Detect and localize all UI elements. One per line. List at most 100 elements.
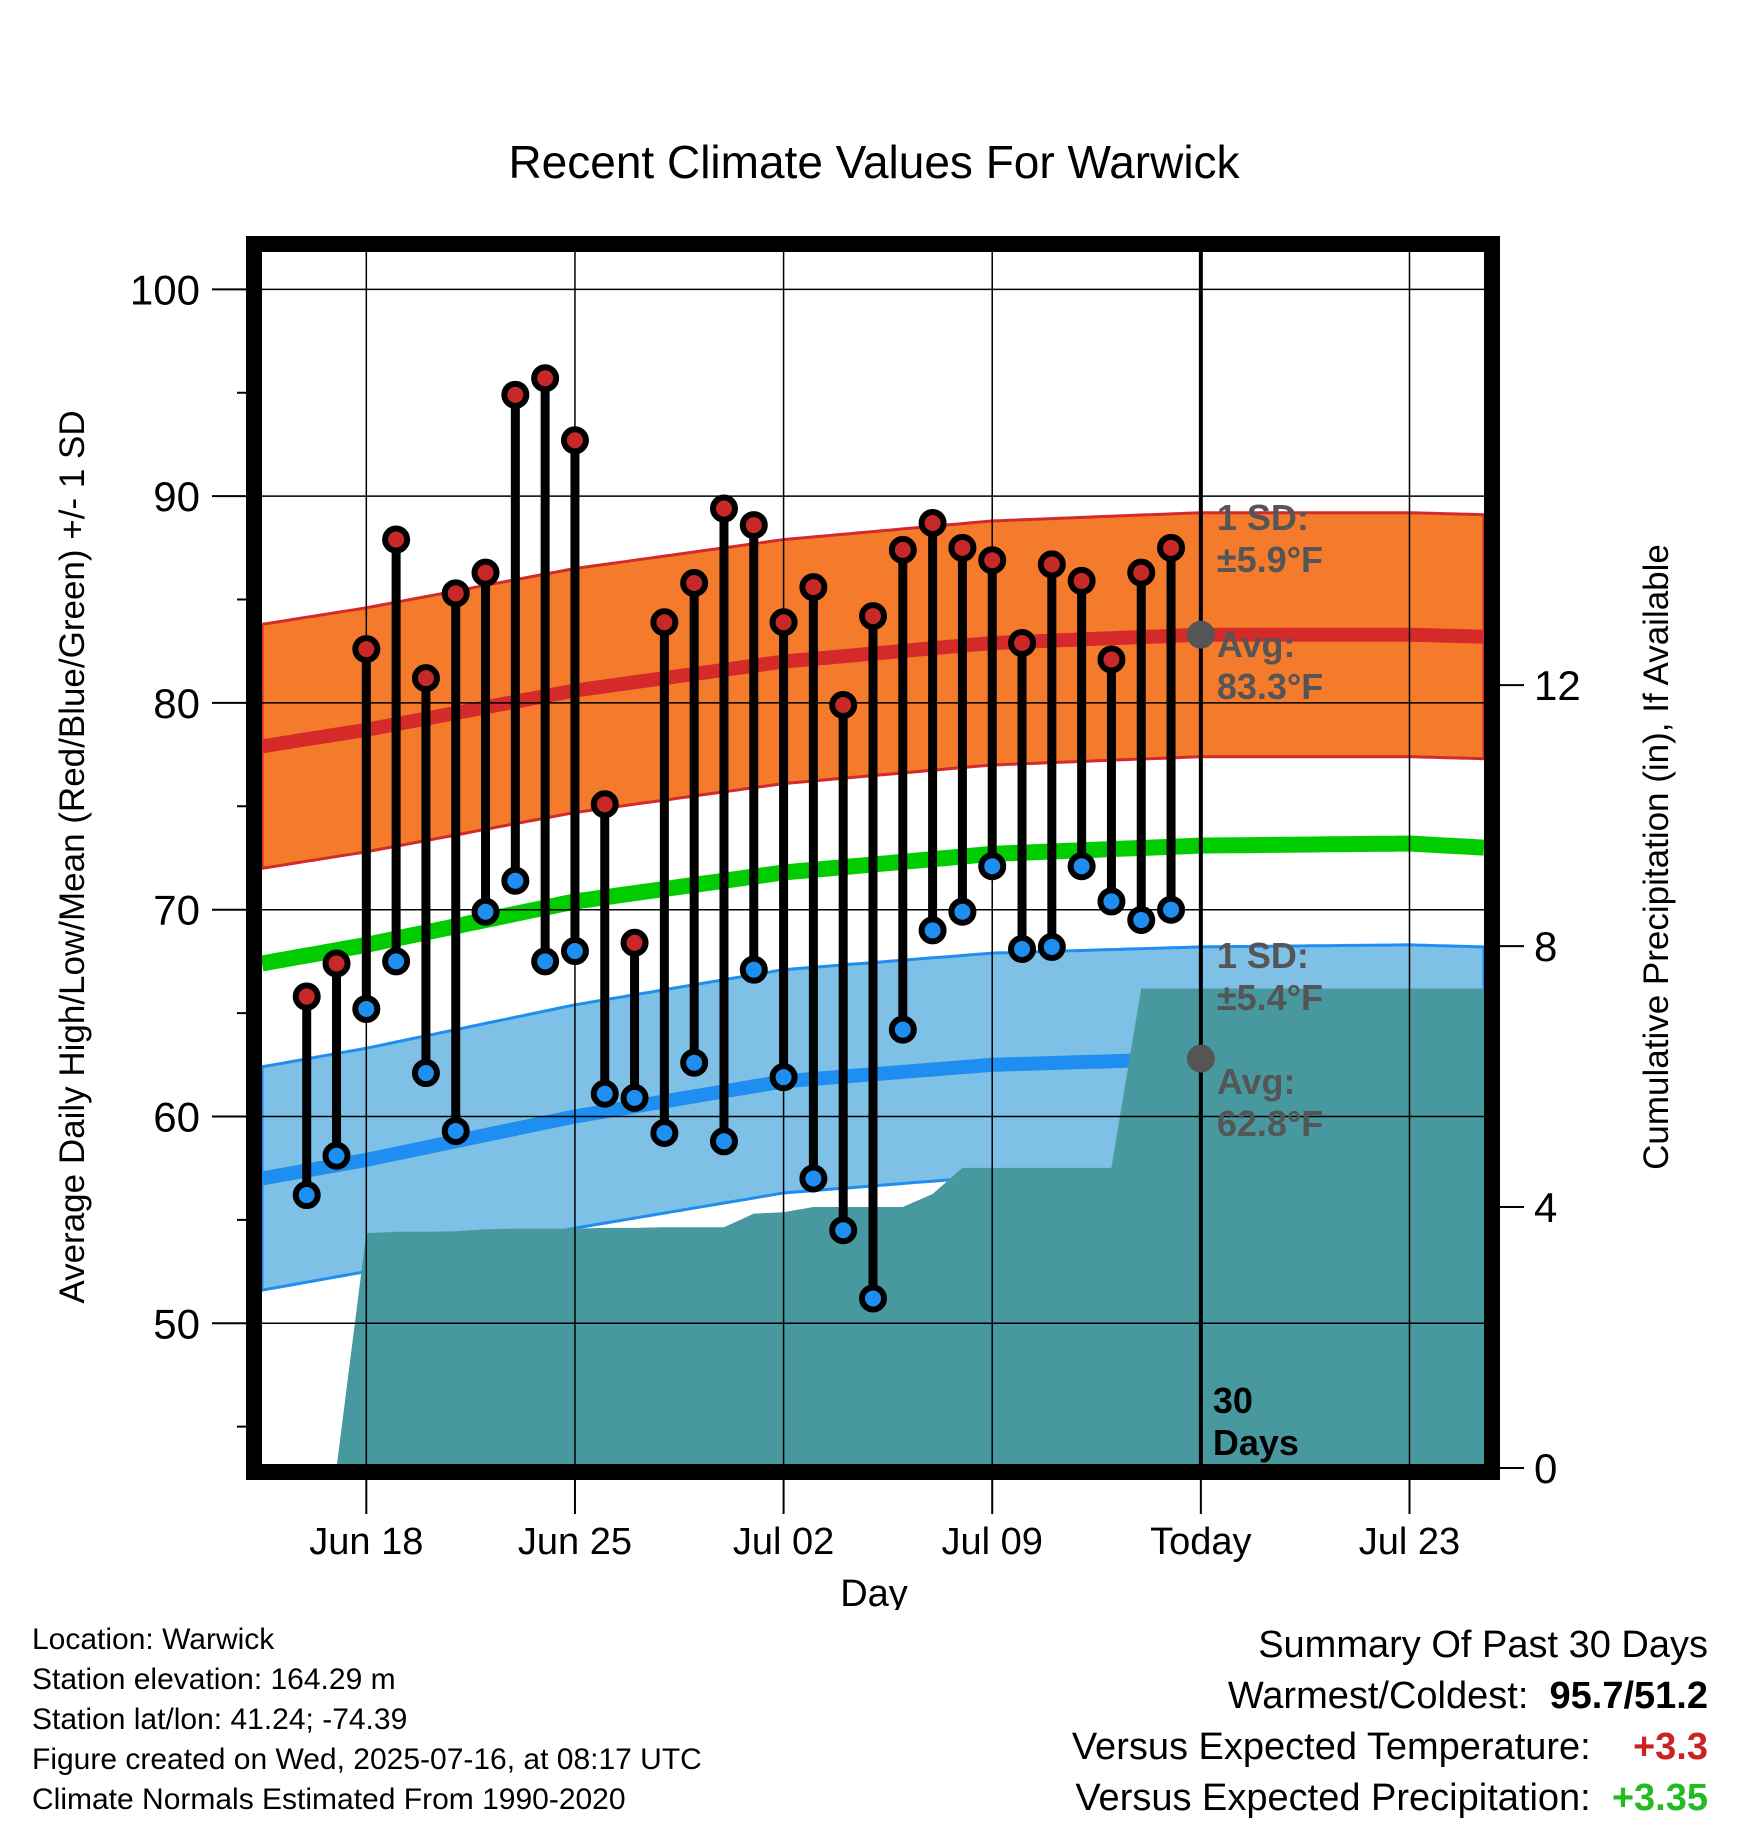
- daily-high-dot: [709, 494, 738, 523]
- location-text: Location: Warwick: [32, 1623, 275, 1656]
- x-tick-label: Jun 18: [309, 1521, 423, 1563]
- daily-low-dot: [680, 1048, 709, 1077]
- daily-low-dot: [1008, 934, 1037, 963]
- y2-tick-label: 0: [1534, 1445, 1557, 1492]
- daily-high-dot: [1067, 566, 1096, 595]
- daily-high-dot: [590, 790, 619, 819]
- daily-high-dot: [650, 608, 679, 637]
- daily-high-dot: [1037, 550, 1066, 579]
- daily-low-dot: [590, 1079, 619, 1108]
- daily-low-dot: [769, 1063, 798, 1092]
- high-sd-label-line2: ±5.9°F: [1217, 539, 1323, 580]
- y2-tick-label: 4: [1534, 1184, 1557, 1231]
- period-label-line2: Days: [1213, 1422, 1299, 1463]
- daily-low-dot: [888, 1015, 917, 1044]
- daily-low-dot: [799, 1164, 828, 1193]
- daily-high-dot: [978, 546, 1007, 575]
- daily-low-dot: [948, 897, 977, 926]
- daily-high-dot: [739, 511, 768, 540]
- y-tick-label: 90: [153, 473, 200, 520]
- daily-high-dot: [769, 608, 798, 637]
- high-sd-label-line1: 1 SD:: [1217, 497, 1309, 538]
- x-axis-label: Day: [840, 1573, 908, 1610]
- daily-low-dot: [1097, 887, 1126, 916]
- station-info: Location: Warwick Station elevation: 164…: [32, 1620, 702, 1820]
- daily-high-dot: [948, 533, 977, 562]
- y-tick-label: 50: [153, 1300, 200, 1347]
- daily-high-dot: [1157, 533, 1186, 562]
- x-tick-label: Jun 25: [518, 1521, 632, 1563]
- daily-high-dot: [292, 982, 321, 1011]
- daily-low-dot: [471, 897, 500, 926]
- x-tick-label: Jul 23: [1359, 1521, 1460, 1563]
- period-label-line1: 30: [1213, 1380, 1253, 1421]
- daily-low-dot: [918, 916, 947, 945]
- daily-high-dot: [1127, 558, 1156, 587]
- warm-cold-row: Warmest/Coldest: 95.7/51.2: [1072, 1671, 1708, 1722]
- daily-high-dot: [382, 525, 411, 554]
- climate-chart: Recent Climate Values For Warwick 50 60 70…: [53, 136, 1676, 1610]
- precip-value: +3.35: [1611, 1777, 1708, 1819]
- daily-high-dot: [680, 568, 709, 597]
- x-tick-label: Today: [1150, 1521, 1251, 1563]
- daily-low-dot: [829, 1216, 858, 1245]
- daily-high-dot: [918, 509, 947, 538]
- y-tick-label: 80: [153, 680, 200, 727]
- x-tick-label: Jul 02: [733, 1521, 834, 1563]
- y2-tick-label: 8: [1534, 923, 1557, 970]
- high-avg-label-line1: Avg:: [1217, 624, 1296, 665]
- y-tick-label: 70: [153, 887, 200, 934]
- daily-high-dot: [1097, 645, 1126, 674]
- daily-high-dot: [441, 579, 470, 608]
- high-avg-label-line2: 83.3°F: [1217, 666, 1323, 707]
- daily-low-dot: [1157, 895, 1186, 924]
- normals-text: Climate Normals Estimated From 1990-2020: [32, 1783, 626, 1816]
- daily-high-dot: [560, 426, 589, 455]
- daily-high-dot: [829, 690, 858, 719]
- elevation-text: Station elevation: 164.29 m: [32, 1663, 396, 1696]
- daily-low-dot: [650, 1119, 679, 1148]
- today-low-avg-marker: [1186, 1044, 1215, 1073]
- summary-heading: Summary Of Past 30 Days: [1258, 1624, 1708, 1666]
- y2-tick-label: 12: [1534, 662, 1581, 709]
- daily-low-dot: [501, 866, 530, 895]
- daily-high-dot: [888, 535, 917, 564]
- low-avg-label-line2: 62.8°F: [1217, 1103, 1323, 1144]
- low-sd-label-line2: ±5.4°F: [1217, 977, 1323, 1018]
- daily-low-dot: [620, 1083, 649, 1112]
- daily-low-dot: [859, 1284, 887, 1313]
- x-tick-label: Jul 09: [942, 1521, 1043, 1563]
- daily-low-dot: [322, 1141, 351, 1170]
- precip-row: Versus Expected Precipitation: +3.35: [1072, 1773, 1708, 1824]
- precip-area: [336, 988, 1484, 1467]
- latlon-text: Station lat/lon: 41.24; -74.39: [32, 1703, 408, 1736]
- daily-high-dot: [1008, 628, 1037, 657]
- y2-axis-label: Cumulative Precipitation (in), If Availa…: [1637, 544, 1676, 1170]
- daily-high-dot: [859, 602, 887, 631]
- daily-low-dot: [411, 1059, 440, 1088]
- y-tick-label: 100: [130, 266, 200, 313]
- daily-low-dot: [1127, 906, 1156, 935]
- today-high-avg-marker: [1186, 620, 1215, 649]
- daily-low-dot: [1037, 932, 1066, 961]
- daily-high-dot: [799, 573, 828, 602]
- daily-low-dot: [382, 947, 411, 976]
- daily-high-dot: [501, 380, 530, 409]
- warm-cold-label: Warmest/Coldest:: [1227, 1675, 1529, 1717]
- daily-high-dot: [411, 664, 440, 693]
- daily-low-dot: [560, 937, 589, 966]
- daily-high-dot: [471, 558, 500, 587]
- daily-low-dot: [1067, 852, 1096, 881]
- daily-low-dot: [441, 1116, 470, 1145]
- created-text: Figure created on Wed, 2025-07-16, at 08…: [32, 1743, 702, 1776]
- daily-low-dot: [292, 1181, 321, 1210]
- plot-frame: [246, 236, 1500, 1480]
- precip-label: Versus Expected Precipitation:: [1075, 1777, 1591, 1819]
- temp-value: +3.3: [1632, 1726, 1708, 1768]
- summary-panel: Summary Of Past 30 Days Warmest/Coldest:…: [1072, 1620, 1708, 1824]
- temp-row: Versus Expected Temperature: +3.3: [1072, 1722, 1708, 1773]
- warm-cold-value: 95.7/51.2: [1549, 1675, 1708, 1717]
- daily-high-dot: [352, 635, 381, 664]
- daily-low-dot: [739, 955, 768, 984]
- daily-low-dot: [709, 1127, 738, 1156]
